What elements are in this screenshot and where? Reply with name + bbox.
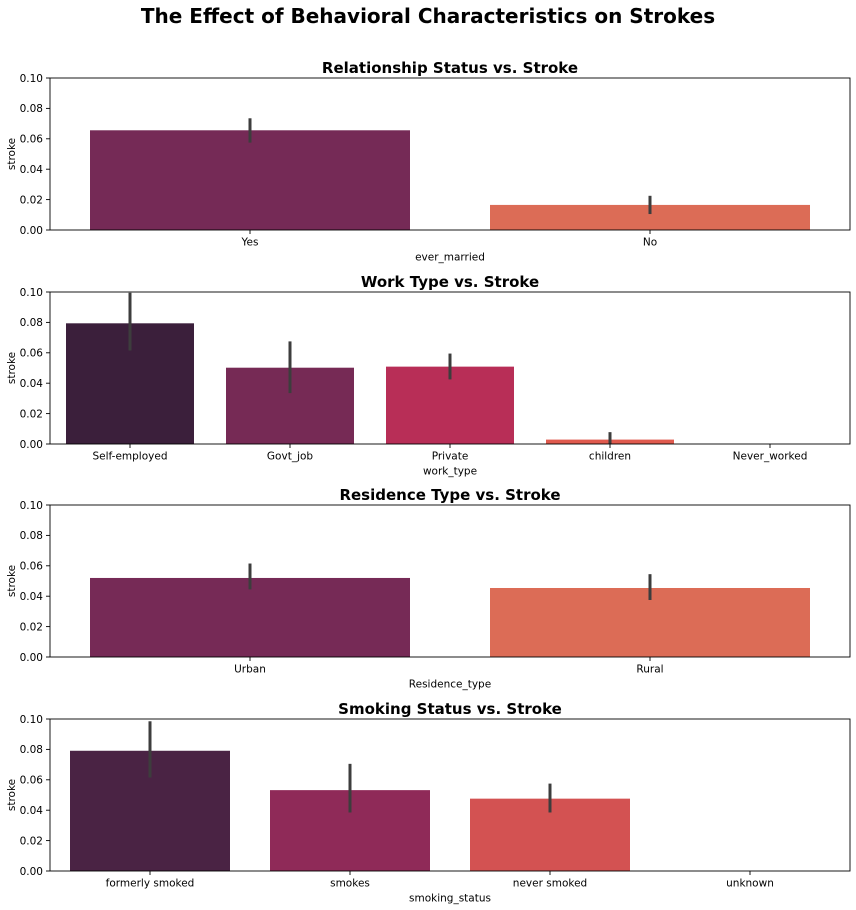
chart-4-xtick-label-1: formerly smoked xyxy=(106,878,195,890)
chart-3-title: Residence Type vs. Stroke xyxy=(339,486,560,504)
chart-3-ylabel: stroke xyxy=(6,565,18,597)
chart-4-ylabel: stroke xyxy=(6,779,18,811)
figure-title: The Effect of Behavioral Characteristics… xyxy=(140,4,716,28)
chart-2-ytick-label-1: 0.00 xyxy=(20,439,43,451)
chart-2-ytick-label-2: 0.02 xyxy=(20,408,43,420)
chart-3-ytick-label-5: 0.08 xyxy=(20,530,43,542)
chart-4-ytick-label-1: 0.00 xyxy=(20,866,43,878)
chart-2-title: Work Type vs. Stroke xyxy=(361,273,539,291)
chart-3-xtick-label-2: Rural xyxy=(636,664,663,676)
chart-4-title: Smoking Status vs. Stroke xyxy=(338,700,562,718)
chart-4-ytick-label-6: 0.10 xyxy=(20,714,43,726)
chart-1-xtick-label-2: No xyxy=(643,237,657,249)
chart-2-xtick-label-1: Self-employed xyxy=(93,451,168,463)
chart-1-bar-1 xyxy=(90,130,410,230)
chart-4-xlabel: smoking_status xyxy=(409,893,491,905)
chart-3-ytick-label-6: 0.10 xyxy=(20,500,43,512)
chart-4-xtick-label-2: smokes xyxy=(330,878,370,890)
chart-1-title: Relationship Status vs. Stroke xyxy=(322,59,578,77)
chart-1-ylabel: stroke xyxy=(6,138,18,170)
chart-4-ytick-label-3: 0.04 xyxy=(20,805,44,817)
chart-3-ytick-label-2: 0.02 xyxy=(20,621,43,633)
chart-2-ytick-label-3: 0.04 xyxy=(20,378,44,390)
chart-1-ytick-label-6: 0.10 xyxy=(20,73,43,85)
chart-2-ytick-label-4: 0.06 xyxy=(20,348,44,360)
chart-4-xtick-label-3: never smoked xyxy=(513,878,587,890)
chart-3-xtick-label-1: Urban xyxy=(234,664,266,676)
chart-2-xtick-label-5: Never_worked xyxy=(733,451,808,463)
chart-4-ytick-label-4: 0.06 xyxy=(20,775,44,787)
chart-1-ytick-label-4: 0.06 xyxy=(20,134,44,146)
chart-1-xtick-label-1: Yes xyxy=(241,237,259,249)
chart-1-xlabel: ever_married xyxy=(415,252,485,264)
chart-3-ytick-label-3: 0.04 xyxy=(20,591,44,603)
chart-4-axes-frame xyxy=(49,718,851,872)
chart-2-xtick-label-2: Govt_job xyxy=(267,451,313,463)
chart-2-xtick-label-3: Private xyxy=(432,451,469,463)
chart-1-ytick-label-5: 0.08 xyxy=(20,103,43,115)
chart-2-ytick-label-5: 0.08 xyxy=(20,317,43,329)
chart-3-ytick-label-1: 0.00 xyxy=(20,652,43,664)
chart-3-xlabel: Residence_type xyxy=(409,679,491,691)
chart-4-xtick-label-4: unknown xyxy=(726,878,774,890)
chart-3-bar-1 xyxy=(90,577,410,657)
chart-2-xlabel: work_type xyxy=(423,466,477,478)
chart-3-ytick-label-4: 0.06 xyxy=(20,561,44,573)
chart-1-ytick-label-1: 0.00 xyxy=(20,225,43,237)
chart-2-ytick-label-6: 0.10 xyxy=(20,287,43,299)
chart-2-ylabel: stroke xyxy=(6,352,18,384)
chart-2-xtick-label-4: children xyxy=(589,451,631,463)
chart-1-ytick-label-3: 0.04 xyxy=(20,164,44,176)
chart-1-ytick-label-2: 0.02 xyxy=(20,194,43,206)
chart-4-ytick-label-5: 0.08 xyxy=(20,744,43,756)
chart-1-axes-frame xyxy=(49,77,851,231)
chart-3-axes-frame xyxy=(49,504,851,658)
chart-4-ytick-label-2: 0.02 xyxy=(20,835,43,847)
chart-2-bar-3 xyxy=(386,366,514,444)
